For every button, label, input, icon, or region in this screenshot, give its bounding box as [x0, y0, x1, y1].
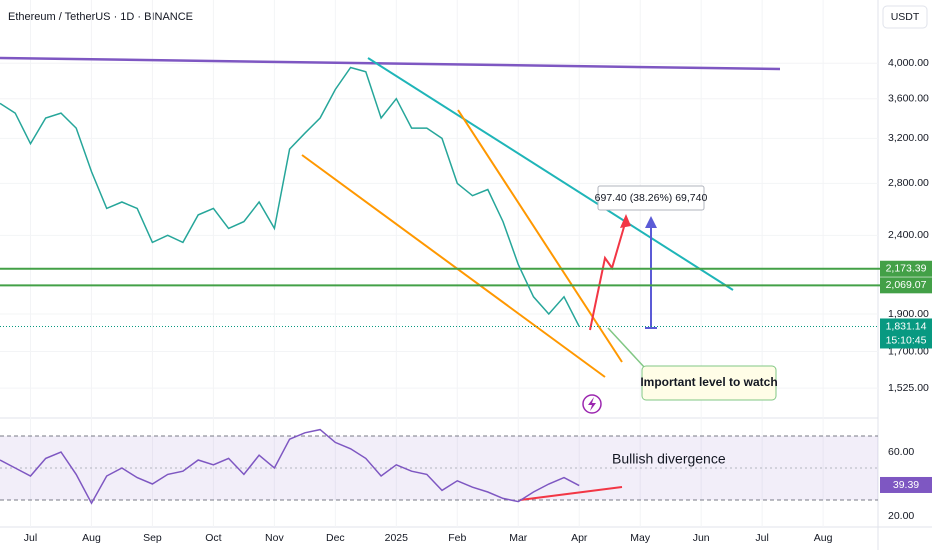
x-tick-label: Feb [448, 532, 466, 544]
wedge-lower [301, 154, 606, 378]
y-tick-label: 2,400.00 [888, 229, 929, 241]
y-tick-label: 60.00 [888, 446, 914, 458]
x-tick-label: Jul [24, 532, 37, 544]
x-tick-label: Oct [205, 532, 221, 544]
rsi-last-label: 39.39 [893, 479, 919, 491]
x-tick-label: Mar [509, 532, 528, 544]
y-tick-label: 1,525.00 [888, 382, 929, 394]
y-tick-label: 3,600.00 [888, 93, 929, 105]
x-tick-label: May [630, 532, 651, 544]
price-line [0, 66, 580, 327]
last-price-label: 1,831.14 [886, 320, 927, 332]
unit-label: USDT [891, 11, 920, 23]
level-label: 2,069.07 [886, 279, 927, 291]
measure-label: 697.40 (38.26%) 69,740 [595, 192, 708, 204]
x-tick-label: Dec [326, 532, 345, 544]
y-tick-label: 20.00 [888, 510, 914, 522]
y-tick-label: 4,000.00 [888, 57, 929, 69]
resistance-line [0, 56, 781, 71]
wedge-upper [457, 109, 623, 363]
callout-pointer [607, 327, 646, 369]
level-tag [880, 277, 932, 294]
last-price-tag [880, 318, 932, 349]
unit-box[interactable] [882, 5, 928, 29]
x-tick-label: Sep [143, 532, 162, 544]
rsi-annotation: Bullish divergence [612, 451, 726, 467]
event-bolt [588, 397, 596, 411]
chart-title: Ethereum / TetherUS · 1D · BINANCE [8, 11, 193, 23]
x-tick-label: Jul [755, 532, 768, 544]
rsi-last-tag [880, 476, 932, 493]
measure-box [597, 185, 705, 211]
trend-line [367, 57, 734, 291]
y-tick-label: 3,200.00 [888, 132, 929, 144]
divergence-line [519, 486, 623, 501]
callout-box [641, 365, 777, 401]
x-tick-label: Apr [571, 532, 588, 544]
level-tag [880, 260, 932, 277]
x-tick-label: Aug [82, 532, 101, 544]
x-tick-label: 2025 [385, 532, 409, 544]
rsi-line [0, 428, 580, 505]
callout-text: Important level to watch [640, 375, 777, 389]
countdown: 15:10:45 [886, 334, 927, 346]
level-label: 2,173.39 [886, 263, 927, 275]
projection-arrow [589, 219, 627, 331]
measure-head [645, 216, 657, 228]
x-tick-label: Nov [265, 532, 284, 544]
x-tick-label: Aug [814, 532, 833, 544]
y-tick-label: 1,900.00 [888, 308, 929, 320]
arrow-head [620, 214, 631, 228]
x-tick-label: Jun [693, 532, 710, 544]
y-tick-label: 2,800.00 [888, 177, 929, 189]
